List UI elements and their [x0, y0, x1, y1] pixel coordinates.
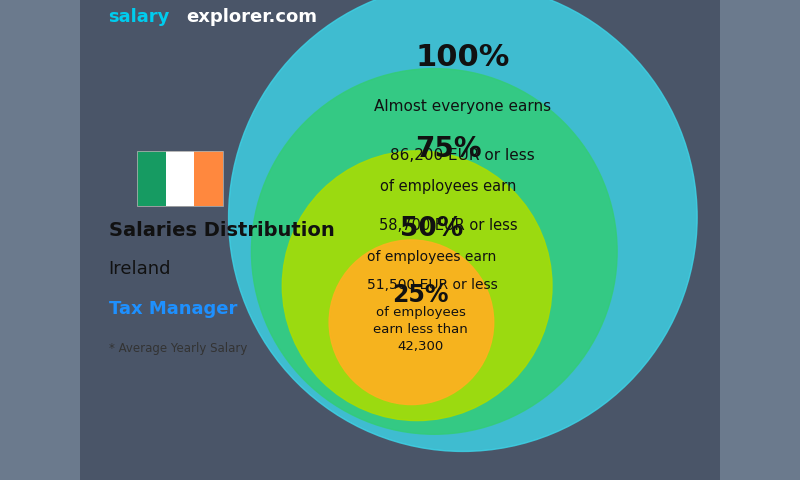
- Text: 42,300: 42,300: [398, 340, 444, 353]
- Text: Tax Manager: Tax Manager: [109, 300, 237, 318]
- Text: Ireland: Ireland: [109, 260, 171, 277]
- Text: 25%: 25%: [392, 283, 449, 307]
- Circle shape: [229, 0, 697, 451]
- Text: Salaries Distribution: Salaries Distribution: [109, 221, 334, 240]
- Circle shape: [329, 240, 494, 405]
- Text: explorer.com: explorer.com: [186, 8, 318, 26]
- Text: 58,700 EUR or less: 58,700 EUR or less: [378, 217, 518, 232]
- Text: * Average Yearly Salary: * Average Yearly Salary: [109, 342, 247, 355]
- Circle shape: [251, 69, 617, 434]
- Text: of employees: of employees: [376, 306, 466, 319]
- Text: salary: salary: [109, 8, 170, 26]
- Text: 86,200 EUR or less: 86,200 EUR or less: [390, 147, 535, 163]
- Bar: [137, 151, 166, 206]
- Text: of employees earn: of employees earn: [380, 180, 516, 194]
- Bar: [166, 151, 194, 206]
- Text: 75%: 75%: [414, 134, 482, 163]
- Bar: [194, 151, 223, 206]
- Bar: [137, 151, 223, 206]
- Circle shape: [282, 151, 552, 420]
- Text: Almost everyone earns: Almost everyone earns: [374, 98, 551, 114]
- Text: 50%: 50%: [400, 216, 464, 241]
- Text: 100%: 100%: [416, 43, 510, 72]
- Text: of employees earn: of employees earn: [367, 250, 497, 264]
- Text: 51,500 EUR or less: 51,500 EUR or less: [366, 278, 498, 292]
- Text: earn less than: earn less than: [373, 323, 468, 336]
